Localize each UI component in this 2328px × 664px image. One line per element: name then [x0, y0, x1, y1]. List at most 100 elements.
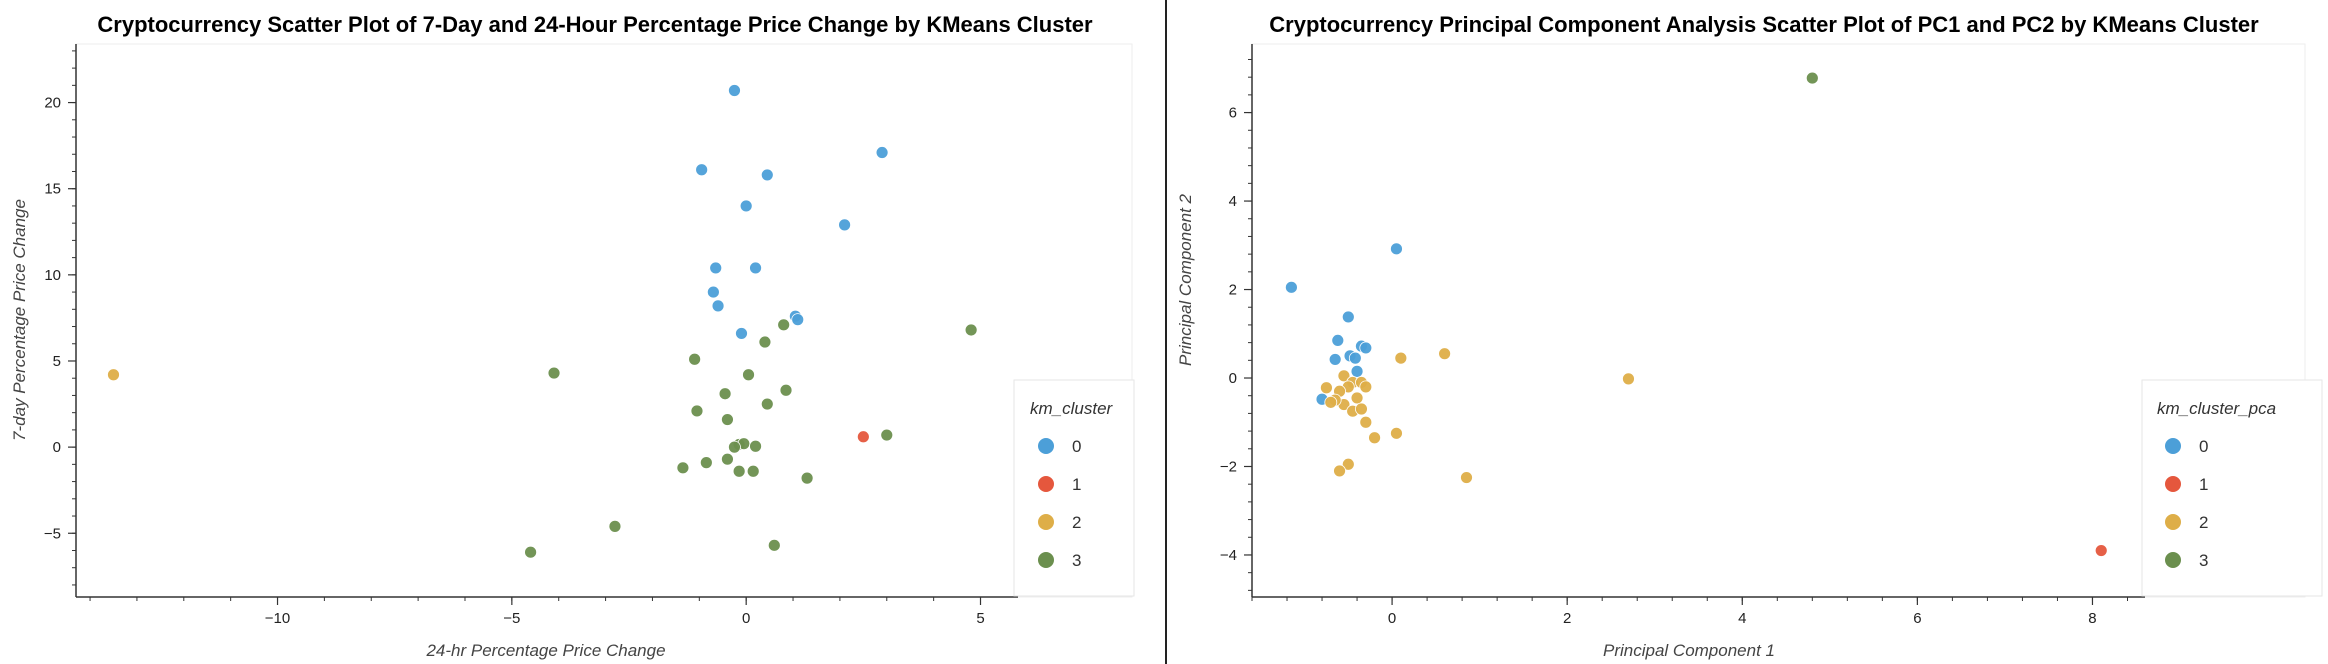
data-point-cluster-0	[735, 327, 748, 340]
data-point-cluster-2	[1337, 369, 1351, 383]
data-point-cluster-0	[1341, 310, 1355, 324]
legend-title: km_cluster	[1030, 399, 1114, 418]
data-point-cluster-3	[749, 439, 762, 453]
data-point-cluster-3	[767, 538, 781, 552]
x-tick-label: 2	[1563, 610, 1571, 627]
data-points	[1284, 71, 2108, 557]
data-point-cluster-2	[1359, 380, 1373, 394]
legend-label: 0	[1072, 437, 1081, 456]
data-point-cluster-0	[709, 261, 723, 275]
data-point-cluster-0	[739, 199, 753, 213]
y-tick-label: −5	[44, 525, 61, 542]
data-point-cluster-3	[800, 471, 814, 485]
data-point-cluster-0	[1328, 353, 1342, 366]
data-point-cluster-1	[2094, 544, 2108, 557]
data-point-cluster-3	[758, 335, 772, 349]
legend-box	[1013, 379, 1135, 597]
data-point-cluster-3	[760, 397, 774, 411]
data-point-cluster-2	[107, 368, 120, 382]
chart-title: Cryptocurrency Scatter Plot of 7-Day and…	[97, 12, 1093, 37]
y-tick-label: −4	[1220, 547, 1237, 564]
data-point-cluster-3	[732, 464, 746, 478]
y-tick-label: 5	[53, 353, 61, 370]
x-tick-label: 6	[1913, 610, 1921, 627]
legend-label: 2	[2199, 513, 2208, 532]
data-point-cluster-0	[1348, 351, 1362, 365]
legend-swatch	[1038, 476, 1054, 492]
legend-items: 0 1 2 3	[1038, 437, 1081, 570]
data-point-cluster-2	[1438, 347, 1452, 361]
data-point-cluster-3	[742, 368, 755, 382]
x-tick-label: 0	[742, 610, 750, 627]
y-tick-label: 6	[1229, 105, 1237, 122]
x-tick-label: 5	[976, 610, 984, 627]
x-axis-label: 24-hr Percentage Price Change	[425, 641, 665, 660]
data-point-cluster-0	[695, 163, 709, 177]
data-point-cluster-3	[779, 383, 793, 397]
data-point-cluster-3	[721, 452, 734, 466]
y-axis-label: 7-day Percentage Price Change	[10, 199, 29, 441]
y-tick-label: 20	[44, 95, 61, 112]
data-point-cluster-3	[676, 461, 690, 475]
data-point-cluster-2	[1460, 471, 1473, 484]
y-axis-label: Principal Component 2	[1176, 193, 1195, 366]
y-tick-label: −2	[1220, 458, 1237, 475]
data-point-cluster-0	[706, 285, 720, 299]
data-point-cluster-2	[1341, 457, 1355, 471]
legend-swatch	[2165, 514, 2181, 530]
data-point-cluster-3	[688, 352, 702, 366]
data-point-cluster-0	[711, 299, 725, 313]
legend-swatch	[1038, 514, 1054, 530]
data-point-cluster-3	[728, 440, 741, 454]
data-point-cluster-2	[1368, 431, 1381, 445]
legend-title: km_cluster_pca	[2157, 399, 2276, 418]
x-tick-label: −10	[265, 610, 290, 627]
data-point-cluster-3	[690, 404, 704, 418]
data-point-cluster-0	[875, 146, 889, 159]
scatter-chart-price-change: Cryptocurrency Scatter Plot of 7-Day and…	[10, 12, 1135, 660]
data-points	[107, 84, 978, 559]
legend-swatch	[2165, 476, 2181, 492]
data-point-cluster-0	[1350, 364, 1364, 378]
data-point-cluster-3	[721, 413, 734, 426]
y-tick-label: 0	[1229, 370, 1237, 387]
data-point-cluster-0	[1331, 334, 1345, 347]
data-point-cluster-0	[791, 313, 805, 327]
legend-swatch	[2165, 552, 2181, 568]
x-tick-label: 0	[1388, 610, 1396, 627]
data-point-cluster-3	[608, 519, 622, 533]
data-point-cluster-2	[1333, 464, 1346, 478]
x-tick-label: −5	[503, 610, 520, 627]
data-point-cluster-0	[760, 168, 774, 182]
y-tick-label: 0	[53, 439, 61, 456]
data-point-cluster-0	[838, 218, 851, 232]
data-point-cluster-3	[524, 545, 537, 559]
data-point-cluster-0	[1390, 242, 1403, 256]
data-point-cluster-3	[547, 366, 561, 380]
plot-area	[75, 43, 1133, 598]
data-point-cluster-2	[1359, 415, 1373, 429]
data-point-cluster-2	[1622, 372, 1635, 386]
legend-label: 0	[2199, 437, 2208, 456]
legend-swatch	[1038, 552, 1054, 568]
legend-label: 1	[1072, 475, 1081, 494]
data-point-cluster-2	[1390, 426, 1403, 440]
scatter-chart-pca: Cryptocurrency Principal Component Analy…	[1176, 12, 2323, 660]
data-point-cluster-2	[1394, 351, 1408, 365]
data-point-cluster-0	[1359, 341, 1373, 355]
data-point-cluster-3	[880, 428, 894, 442]
legend-label: 3	[1072, 551, 1081, 570]
data-point-cluster-2	[1355, 402, 1368, 416]
y-tick-label: 2	[1229, 282, 1237, 299]
x-axis-label: Principal Component 1	[1603, 641, 1775, 660]
data-point-cluster-3	[718, 387, 732, 401]
legend-label: 3	[2199, 551, 2208, 570]
legend-label: 1	[2199, 475, 2208, 494]
x-tick-label: 4	[1738, 610, 1746, 627]
data-point-cluster-0	[749, 261, 762, 275]
y-tick-label: 4	[1229, 193, 1237, 210]
legend-items: 0 1 2 3	[2165, 437, 2208, 570]
data-point-cluster-2	[1350, 391, 1364, 405]
data-point-cluster-3	[699, 456, 713, 470]
data-point-cluster-3	[1805, 71, 1819, 85]
